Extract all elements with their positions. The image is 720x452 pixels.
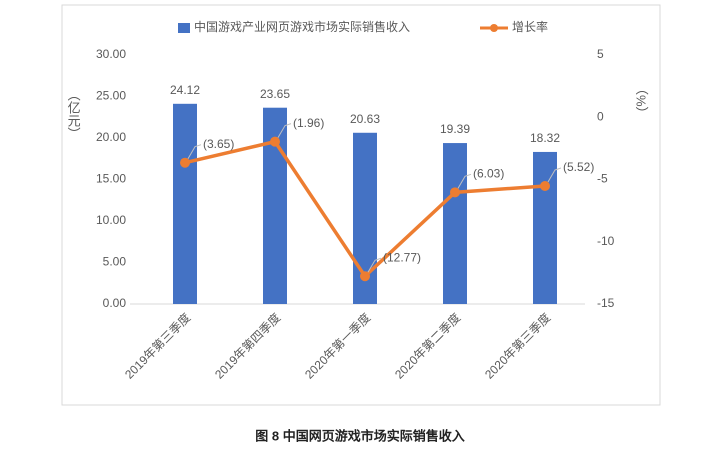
y2-tick-label: -5 (597, 172, 608, 186)
y2-tick-label: 5 (597, 47, 604, 61)
leader-line (457, 173, 472, 189)
line-value-label: (5.52) (563, 160, 594, 174)
legend-swatch (178, 23, 190, 33)
line-marker (270, 136, 280, 147)
bar-value-label: 19.39 (440, 122, 470, 136)
line-marker (180, 157, 190, 168)
x-tick-label: 2019年第三季度 (121, 310, 193, 382)
x-tick-label: 2020年第三季度 (481, 310, 553, 382)
bar (443, 143, 467, 304)
leader-line (547, 167, 562, 183)
line-marker (360, 271, 370, 282)
bar-value-label: 20.63 (350, 112, 380, 126)
y2-tick-label: -15 (597, 296, 615, 310)
y2-tick-label: 0 (597, 109, 604, 123)
y-axis-label: （亿元） (66, 88, 81, 140)
line-value-label: (6.03) (473, 166, 504, 180)
legend-label: 增长率 (512, 19, 548, 34)
leader-line (367, 257, 382, 273)
bar (533, 151, 557, 304)
line-marker (450, 187, 460, 198)
x-tick-label: 2020年第二季度 (391, 310, 463, 382)
y-tick-label: 0.00 (103, 296, 127, 310)
leader-line (277, 123, 292, 138)
y2-axis-label: （%） (634, 82, 649, 120)
y2-tick-label: -10 (597, 234, 615, 248)
bar-value-label: 23.65 (260, 87, 290, 101)
y-tick-label: 15.00 (96, 172, 126, 186)
x-tick-label: 2020年第一季度 (301, 310, 373, 382)
y-tick-label: 20.00 (96, 130, 126, 144)
chart-frame (61, 4, 661, 406)
y-tick-label: 30.00 (96, 47, 126, 61)
y-tick-label: 5.00 (103, 255, 127, 269)
leader-line (187, 144, 202, 159)
bar (173, 103, 197, 304)
y-tick-label: 10.00 (96, 213, 126, 227)
bar-value-label: 24.12 (170, 83, 200, 97)
line-value-label: (3.65) (203, 137, 234, 151)
legend-label: 中国游戏产业网页游戏市场实际销售收入 (194, 19, 410, 34)
caption: 图 8 中国网页游戏市场实际销售收入 (255, 428, 464, 443)
x-tick-label: 2019年第四季度 (211, 310, 283, 382)
bar-value-label: 18.32 (530, 131, 560, 145)
legend-swatch (490, 24, 498, 32)
line-value-label: (12.77) (383, 250, 421, 264)
y-tick-label: 25.00 (96, 89, 126, 103)
line-value-label: (1.96) (293, 116, 324, 130)
line-marker (540, 180, 550, 191)
